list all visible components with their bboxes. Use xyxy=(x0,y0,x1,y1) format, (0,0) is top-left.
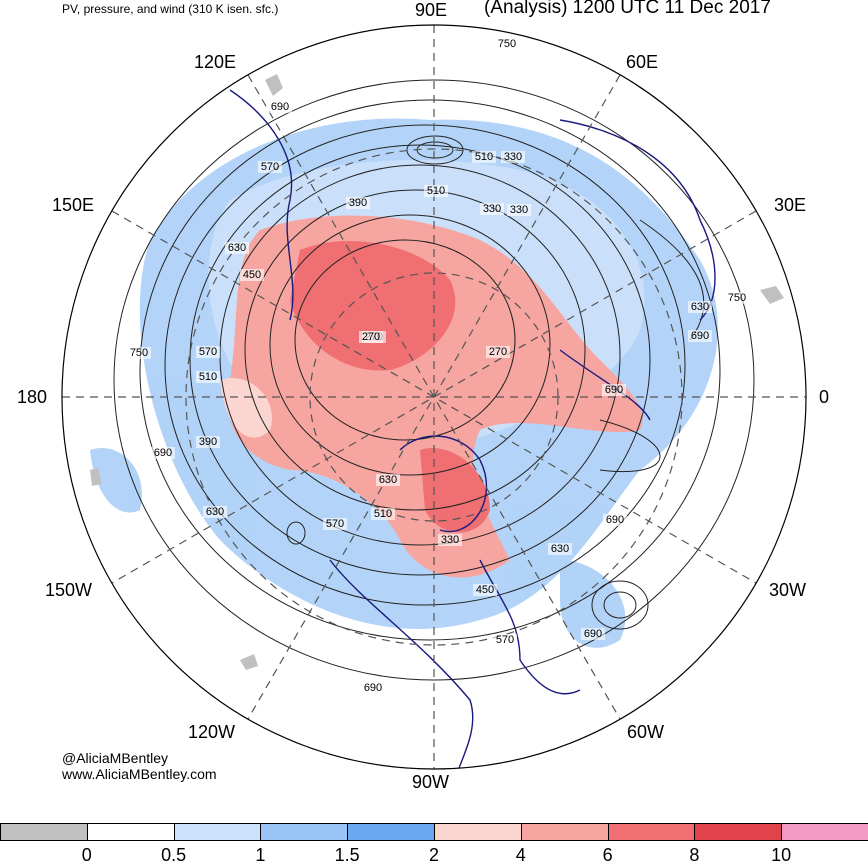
contour-label: 510 xyxy=(374,508,392,520)
colorbar-swatch xyxy=(520,823,609,841)
contour-label: 690 xyxy=(584,628,602,640)
contour-label: 750 xyxy=(498,38,516,50)
contour-label: 330 xyxy=(504,151,522,163)
colorbar-swatch xyxy=(260,823,349,841)
map-subtitle: PV, pressure, and wind (310 K isen. sfc.… xyxy=(62,2,279,16)
lon-label-60w: 60W xyxy=(627,722,665,742)
colorbar-swatch xyxy=(694,823,783,841)
colorbar-tick-label: 8 xyxy=(689,845,700,865)
lon-label-180: 180 xyxy=(17,387,48,407)
contour-label: 690 xyxy=(364,682,382,694)
credit-handle: @AliciaMBentley xyxy=(62,750,169,766)
contour-label: 750 xyxy=(130,347,148,359)
colorbar-tick-label: 10 xyxy=(771,845,792,865)
lon-label-60e: 60E xyxy=(626,52,659,72)
graticule xyxy=(62,25,806,769)
colorbar-tick-label: 0 xyxy=(81,845,92,865)
colorbar-swatch xyxy=(86,823,175,841)
contour-label: 570 xyxy=(261,161,279,173)
colorbar-tick-label: 4 xyxy=(515,845,526,865)
contour-label: 510 xyxy=(427,185,445,197)
contour-labels: 750 690 570 510 390 330 630 450 270 750 690 630 570 5… xyxy=(127,38,749,694)
credit-website: www.AliciaMBentley.com xyxy=(62,766,217,782)
contour-label: 690 xyxy=(271,101,289,113)
lon-label-150w: 150W xyxy=(45,580,93,600)
contour-label: 690 xyxy=(691,330,709,342)
contour-label: 690 xyxy=(154,447,172,459)
colorbar-tick-label: 6 xyxy=(602,845,613,865)
contour-label: 330 xyxy=(483,203,501,215)
contour-label: 330 xyxy=(510,204,528,216)
contour-label: 570 xyxy=(496,634,514,646)
lon-label-30e: 30E xyxy=(774,195,807,215)
contour-label: 330 xyxy=(441,534,459,546)
lon-label-90w: 90W xyxy=(412,772,450,792)
contour-label: 390 xyxy=(349,197,367,209)
colorbar-swatch xyxy=(434,823,522,841)
colorbar-tick-label: 1.5 xyxy=(334,845,360,865)
contour-label: 690 xyxy=(606,514,624,526)
contour-label: 630 xyxy=(228,242,246,254)
contour-label: 270 xyxy=(362,331,380,343)
contour-label: 630 xyxy=(206,506,224,518)
polar-map: 750 690 570 510 390 330 630 450 270 750 690 630 570 5… xyxy=(61,24,807,770)
contour-label: 750 xyxy=(728,292,746,304)
colorbar-tick-label: 1 xyxy=(255,845,266,865)
lon-label-0: 0 xyxy=(819,387,830,407)
colorbar-swatch xyxy=(347,823,435,841)
contour-label: 690 xyxy=(605,384,623,396)
colorbar-tick-label: 0.5 xyxy=(161,845,187,865)
colorbar-swatch xyxy=(781,823,868,841)
colorbar-tick-label: 2 xyxy=(428,845,440,865)
lon-label-120e: 120E xyxy=(194,52,237,72)
contour-label: 450 xyxy=(476,584,494,596)
contour-label: 630 xyxy=(691,301,709,313)
pressure-contours xyxy=(113,79,755,681)
map-border xyxy=(61,24,807,770)
colorbar-swatch xyxy=(0,823,88,841)
lon-label-120w: 120W xyxy=(188,722,236,742)
lon-label-30w: 30W xyxy=(769,580,807,600)
contour-label: 390 xyxy=(199,436,217,448)
colorbar-swatch xyxy=(173,823,262,841)
pv-negative-patches xyxy=(90,74,784,670)
contour-label: 570 xyxy=(326,518,344,530)
colorbar-swatch xyxy=(607,823,696,841)
colorbar xyxy=(0,823,868,843)
contour-label: 510 xyxy=(199,371,217,383)
contour-label: 450 xyxy=(243,269,261,281)
contour-label: 570 xyxy=(199,346,217,358)
map-title: (Analysis) 1200 UTC 11 Dec 2017 xyxy=(484,0,771,18)
lon-label-150e: 150E xyxy=(52,195,95,215)
contour-label: 630 xyxy=(551,543,569,555)
contour-label: 270 xyxy=(489,346,507,358)
lon-label-90e: 90E xyxy=(415,0,448,20)
contour-label: 630 xyxy=(379,474,397,486)
contour-label: 510 xyxy=(475,151,493,163)
